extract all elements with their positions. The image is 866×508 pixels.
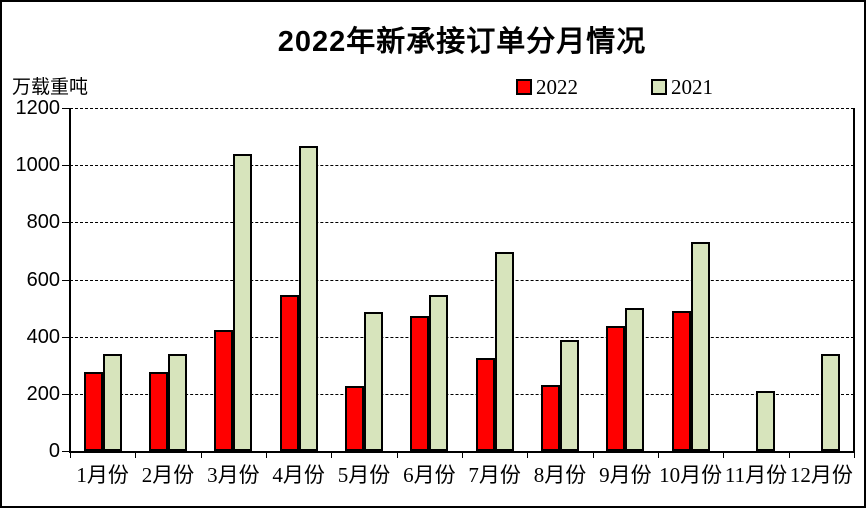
bar-2021-10月份 [690, 242, 710, 451]
x-tick-mark-4 [331, 453, 333, 458]
y-tick-label-800: 800 [26, 211, 60, 234]
bar-2021-4月份 [298, 145, 318, 451]
y-tick-mark-0 [62, 451, 70, 452]
x-tick-mark-10 [723, 453, 725, 458]
y-tick-mark-600 [62, 279, 70, 281]
x-tick-mark-5 [396, 453, 398, 458]
y-axis-line [69, 108, 71, 453]
x-axis-label-5月份: 5月份 [337, 463, 391, 487]
chart-title: 2022年新承接订单分月情况 [277, 26, 647, 58]
bar-2022-7月份 [475, 358, 495, 451]
x-tick-mark-3 [266, 453, 267, 458]
x-tick-mark-7 [527, 453, 529, 458]
bar-2021-11月份 [755, 390, 775, 451]
bar-2022-1月份 [83, 371, 103, 451]
legend-item-2021: 2021 [651, 75, 713, 99]
bar-2022-8月份 [540, 385, 560, 451]
y-axis-unit-label: 万载重吨 [12, 77, 89, 98]
gridline-200 [70, 393, 854, 395]
y-tick-mark-800 [62, 222, 70, 224]
y-tick-mark-1200 [62, 108, 70, 109]
x-axis-label-1月份: 1月份 [76, 463, 129, 487]
bar-2021-12月份 [821, 353, 841, 451]
x-axis-line [69, 451, 855, 453]
gridline-1200 [70, 108, 854, 109]
bar-2022-2月份 [148, 371, 168, 451]
x-tick-mark-9 [658, 453, 659, 458]
y-tick-label-0: 0 [48, 440, 60, 462]
y-tick-label-1000: 1000 [15, 154, 61, 177]
x-axis-label-6月份: 6月份 [403, 463, 456, 487]
x-tick-mark-12 [854, 453, 855, 458]
x-tick-mark-8 [592, 453, 594, 458]
bar-2022-5月份 [344, 386, 364, 451]
gridline-400 [70, 336, 854, 338]
x-axis-label-4月份: 4月份 [272, 463, 325, 487]
bar-2021-3月份 [233, 153, 253, 451]
plot-right-border [853, 108, 855, 451]
x-tick-mark-6 [462, 453, 463, 458]
gridline-1000 [70, 165, 854, 167]
bar-2021-5月份 [363, 312, 383, 451]
y-tick-label-1200: 1200 [15, 97, 61, 119]
bar-2021-2月份 [167, 354, 187, 451]
bar-2022-4月份 [279, 294, 299, 451]
gridline-600 [70, 279, 854, 281]
bar-2022-6月份 [410, 315, 430, 451]
x-axis-label-3月份: 3月份 [207, 463, 260, 487]
bar-2021-6月份 [429, 294, 449, 451]
y-tick-label-200: 200 [26, 382, 60, 405]
y-tick-mark-400 [62, 336, 70, 338]
gridline-800 [70, 222, 854, 224]
x-axis-label-12月份: 12月份 [789, 463, 853, 487]
x-axis-label-10月份: 10月份 [659, 463, 723, 487]
x-axis-label-8月份: 8月份 [533, 463, 587, 487]
bar-2022-10月份 [671, 311, 691, 451]
bar-2022-3月份 [214, 329, 234, 451]
bar-2021-7月份 [494, 251, 514, 451]
legend-label-2022: 2022 [536, 75, 578, 99]
bar-2021-1月份 [102, 354, 122, 451]
bar-2021-8月份 [559, 340, 579, 451]
bar-2021-9月份 [625, 307, 645, 451]
x-axis-label-9月份: 9月份 [599, 463, 652, 487]
x-axis-label-11月份: 11月份 [724, 463, 788, 487]
x-tick-mark-11 [788, 453, 790, 458]
y-tick-label-600: 600 [26, 268, 60, 291]
x-tick-mark-0 [70, 453, 71, 458]
x-axis-label-2月份: 2月份 [141, 463, 195, 487]
legend-swatch-2021 [651, 79, 667, 95]
x-tick-mark-1 [135, 453, 137, 458]
y-tick-mark-200 [62, 393, 70, 395]
y-tick-label-400: 400 [26, 325, 60, 348]
x-tick-mark-2 [200, 453, 202, 458]
legend-swatch-2022 [516, 79, 532, 95]
x-axis-label-7月份: 7月份 [468, 463, 521, 487]
legend-label-2021: 2021 [671, 75, 713, 99]
y-tick-mark-1000 [62, 165, 70, 167]
legend-item-2022: 2022 [516, 75, 578, 99]
bar-2022-9月份 [606, 325, 626, 451]
